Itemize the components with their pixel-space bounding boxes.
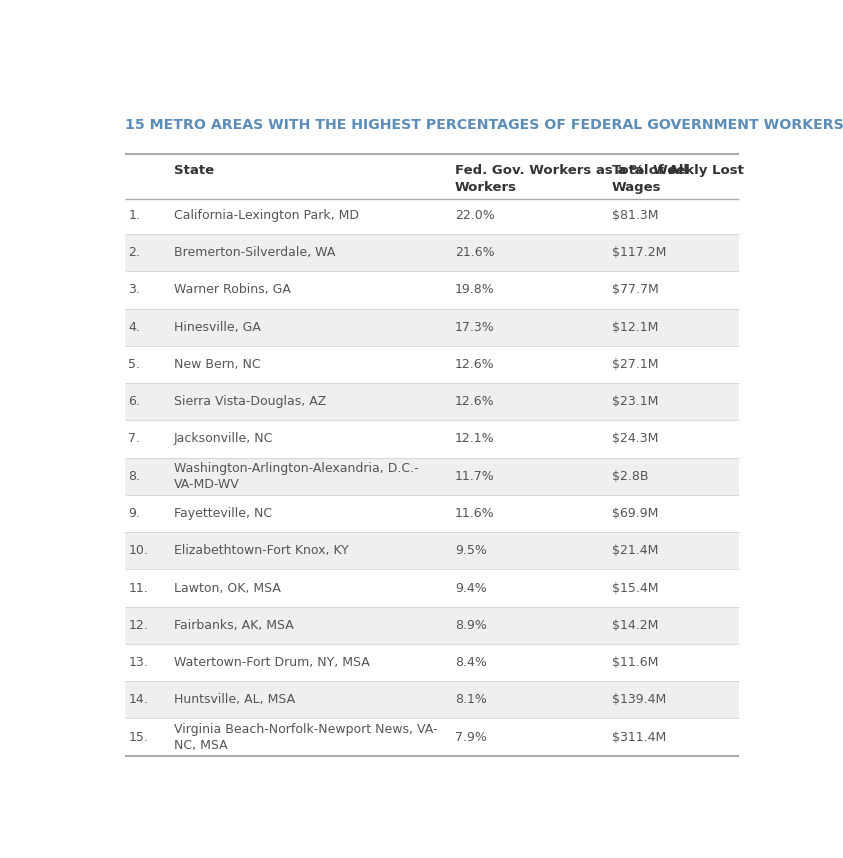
Bar [125,718,739,756]
Text: $12.1M: $12.1M [612,321,658,334]
Text: 9.5%: 9.5% [455,544,486,557]
Text: 4.: 4. [128,321,140,334]
Bar [125,681,739,718]
Text: $15.4M: $15.4M [612,582,658,595]
Text: 13.: 13. [128,656,148,669]
Bar [125,457,739,495]
Text: 9.: 9. [128,507,140,520]
Text: 2.: 2. [128,246,140,259]
Text: 7.: 7. [128,432,140,445]
Text: 12.1%: 12.1% [455,432,495,445]
Text: 11.: 11. [128,582,148,595]
Text: 5.: 5. [128,358,140,371]
Text: 6.: 6. [128,396,140,408]
Text: Fairbanks, AK, MSA: Fairbanks, AK, MSA [174,619,293,631]
Text: Huntsville, AL, MSA: Huntsville, AL, MSA [174,693,295,706]
Text: 8.4%: 8.4% [455,656,486,669]
Bar [125,532,739,570]
Bar [125,420,739,457]
Bar [125,196,739,234]
Bar [125,644,739,681]
Text: Hinesville, GA: Hinesville, GA [174,321,260,334]
Bar [125,234,739,271]
Bar [125,271,739,309]
Text: 9.4%: 9.4% [455,582,486,595]
Text: Warner Robins, GA: Warner Robins, GA [174,283,291,296]
Text: Fed. Gov. Workers as a % of All
Workers: Fed. Gov. Workers as a % of All Workers [455,165,688,195]
Text: 15 METRO AREAS WITH THE HIGHEST PERCENTAGES OF FEDERAL GOVERNMENT WORKERS: 15 METRO AREAS WITH THE HIGHEST PERCENTA… [125,118,843,132]
Text: Jacksonville, NC: Jacksonville, NC [174,432,273,445]
Text: $21.4M: $21.4M [612,544,658,557]
Text: Total Weekly Lost
Wages: Total Weekly Lost Wages [612,165,744,195]
Text: California-Lexington Park, MD: California-Lexington Park, MD [174,208,359,222]
Text: 3.: 3. [128,283,140,296]
Text: $2.8B: $2.8B [612,469,648,483]
Text: Virginia Beach-Norfolk-Newport News, VA-
NC, MSA: Virginia Beach-Norfolk-Newport News, VA-… [174,722,438,752]
Text: 7.9%: 7.9% [455,730,486,744]
Text: $117.2M: $117.2M [612,246,666,259]
Text: 11.6%: 11.6% [455,507,495,520]
Text: Elizabethtown-Fort Knox, KY: Elizabethtown-Fort Knox, KY [174,544,349,557]
Text: 8.: 8. [128,469,140,483]
Text: $23.1M: $23.1M [612,396,658,408]
Bar [125,570,739,607]
Text: 12.6%: 12.6% [455,358,495,371]
Text: $14.2M: $14.2M [612,619,658,631]
Text: State: State [174,165,214,178]
Text: Watertown-Fort Drum, NY, MSA: Watertown-Fort Drum, NY, MSA [174,656,370,669]
Text: Bremerton-Silverdale, WA: Bremerton-Silverdale, WA [174,246,336,259]
Text: 17.3%: 17.3% [455,321,495,334]
Text: 8.9%: 8.9% [455,619,486,631]
Text: New Bern, NC: New Bern, NC [174,358,260,371]
Bar [125,346,739,383]
Text: Fayetteville, NC: Fayetteville, NC [174,507,272,520]
Text: $69.9M: $69.9M [612,507,658,520]
Text: 12.6%: 12.6% [455,396,495,408]
Bar [125,383,739,420]
Text: 10.: 10. [128,544,148,557]
Bar [125,309,739,346]
Text: $77.7M: $77.7M [612,283,658,296]
Text: $139.4M: $139.4M [612,693,666,706]
Text: 12.: 12. [128,619,148,631]
Text: 19.8%: 19.8% [455,283,495,296]
Text: $24.3M: $24.3M [612,432,658,445]
Bar [125,607,739,644]
Text: 14.: 14. [128,693,148,706]
Text: 1.: 1. [128,208,140,222]
Text: $311.4M: $311.4M [612,730,666,744]
Text: Sierra Vista-Douglas, AZ: Sierra Vista-Douglas, AZ [174,396,326,408]
Text: 8.1%: 8.1% [455,693,486,706]
Text: $11.6M: $11.6M [612,656,658,669]
Text: 15.: 15. [128,730,148,744]
Text: Lawton, OK, MSA: Lawton, OK, MSA [174,582,281,595]
Text: 11.7%: 11.7% [455,469,495,483]
Text: 22.0%: 22.0% [455,208,495,222]
Text: Washington-Arlington-Alexandria, D.C.-
VA-MD-WV: Washington-Arlington-Alexandria, D.C.- V… [174,462,419,491]
Text: 21.6%: 21.6% [455,246,495,259]
Bar [125,495,739,532]
Text: $27.1M: $27.1M [612,358,658,371]
Text: $81.3M: $81.3M [612,208,658,222]
